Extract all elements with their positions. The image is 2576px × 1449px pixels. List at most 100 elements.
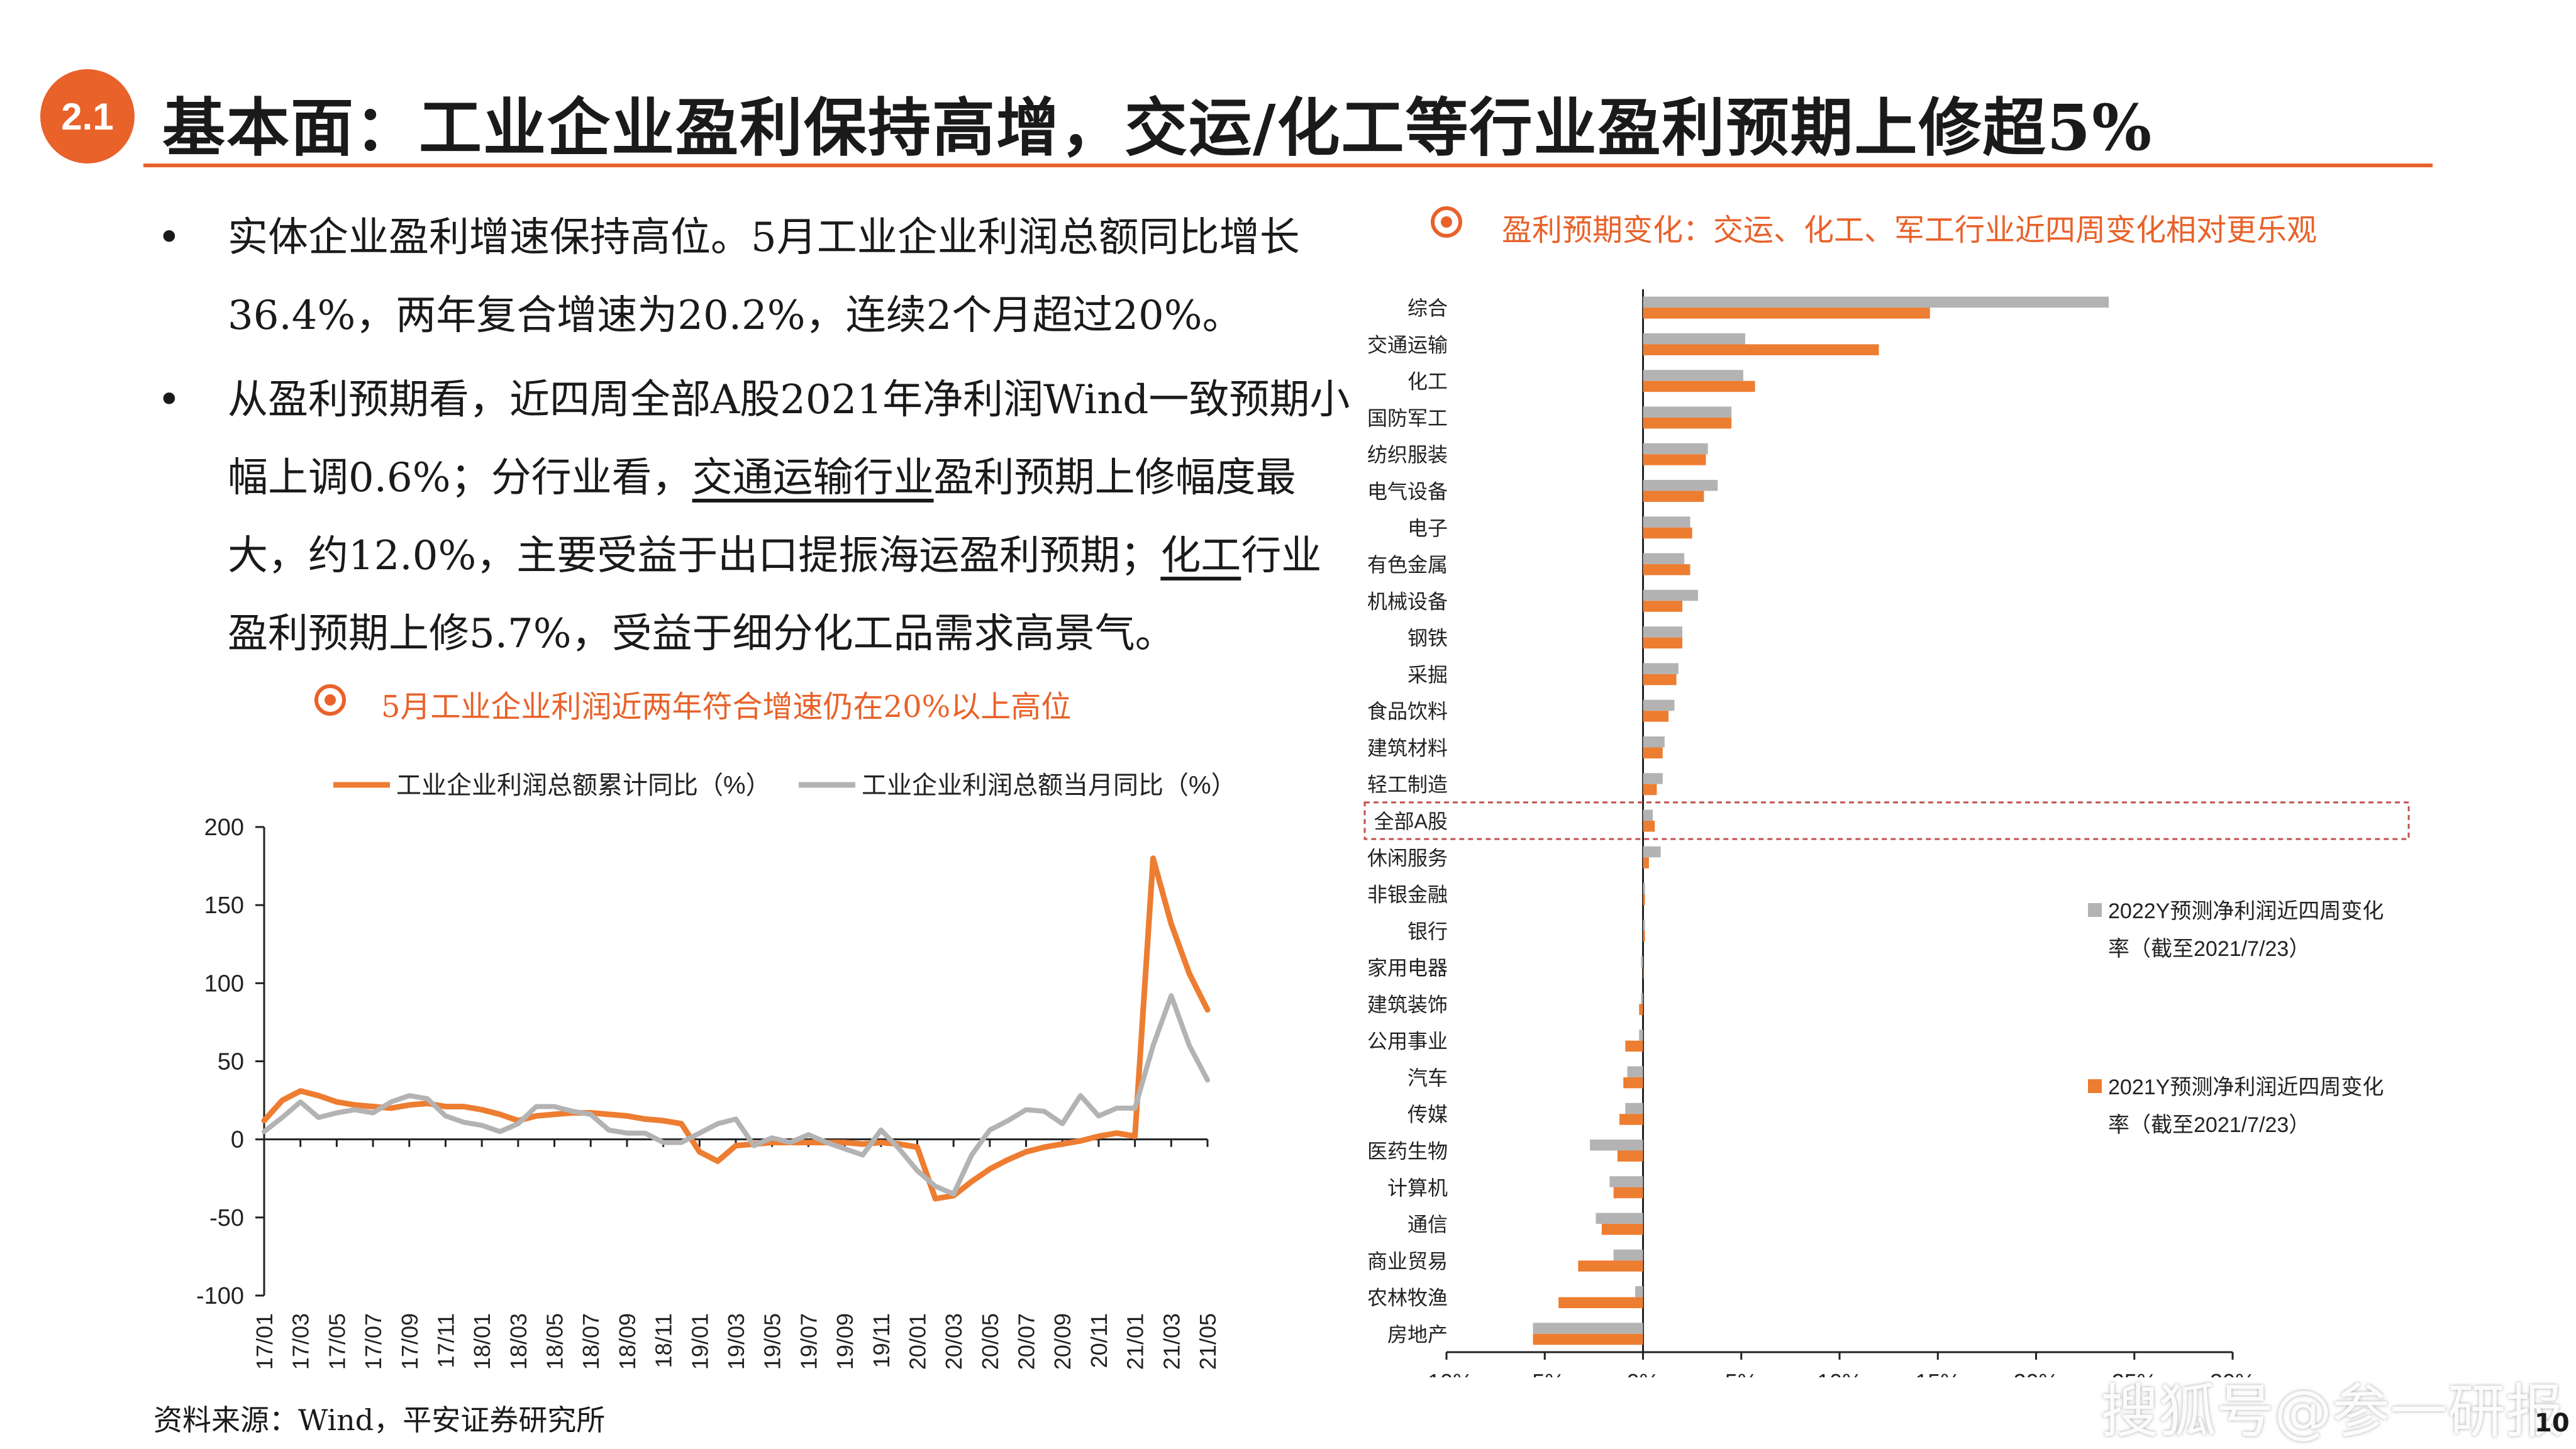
x-tick-label: 19/09 — [832, 1313, 858, 1370]
bar-2021y — [1643, 454, 1706, 465]
legend-label-line2: 率（截至2021/7/23） — [2108, 1113, 2310, 1137]
bar-2022y — [1643, 773, 1663, 784]
legend-swatch — [2088, 1079, 2102, 1093]
bar-2021y — [1625, 1040, 1643, 1052]
section-badge: 2.1 — [40, 69, 135, 164]
y-tick-label: 100 — [204, 970, 244, 997]
series-line-2 — [262, 993, 1210, 1197]
category-label: 纺织服装 — [1367, 443, 1448, 466]
bar-2021y — [1623, 1077, 1643, 1089]
category-label: 汽车 — [1407, 1067, 1448, 1089]
category-label: 传媒 — [1407, 1103, 1448, 1126]
bar-2021y — [1613, 1187, 1643, 1199]
bullet-item-1: • 实体企业盈利增速保持高位。5月工业企业利润总额同比增长36.4%，两年复合增… — [157, 199, 1352, 355]
x-tick-label: 19/01 — [687, 1313, 713, 1370]
bar-2021y — [1643, 967, 1644, 979]
category-label: 医药生物 — [1367, 1140, 1448, 1162]
x-tick-label: 17/03 — [288, 1313, 314, 1370]
x-tick-label: 17/07 — [360, 1313, 386, 1370]
bullet-text: 从盈利预期看，近四周全部A股2021年净利润Wind一致预期小幅上调0.6%；分… — [228, 377, 1350, 501]
x-tick-label: 15% — [1915, 1369, 1960, 1377]
bar-2021y — [1558, 1297, 1643, 1309]
highlight-box — [1363, 801, 2410, 840]
source-note: 资料来源：Wind，平安证券研究所 — [153, 1403, 606, 1437]
y-tick-label: 200 — [204, 814, 244, 841]
target-icon — [314, 684, 346, 716]
bar-2022y — [1625, 1102, 1643, 1114]
bar-2021y — [1619, 1114, 1643, 1125]
x-tick-label: -5% — [1524, 1369, 1565, 1377]
x-tick-label: 0% — [1626, 1369, 1659, 1377]
bar-2022y — [1643, 370, 1743, 381]
bar-2022y — [1643, 883, 1645, 894]
bar-2022y — [1641, 992, 1643, 1004]
category-label: 计算机 — [1387, 1177, 1448, 1199]
category-label: 电气设备 — [1367, 480, 1448, 503]
category-label: 轻工制造 — [1367, 774, 1448, 796]
bar-2022y — [1643, 480, 1718, 491]
x-tick-label: 17/09 — [397, 1313, 423, 1370]
left-chart-subtitle: 5月工业企业利润近两年符合增速仍在20%以上高位 — [381, 689, 1072, 724]
category-label: 全部A股 — [1374, 810, 1448, 833]
category-label: 休闲服务 — [1367, 847, 1448, 869]
bar-2021y — [1643, 674, 1677, 686]
category-label: 非银金融 — [1367, 884, 1448, 906]
y-tick-label: 50 — [218, 1049, 244, 1075]
x-tick-label: 21/03 — [1158, 1313, 1184, 1370]
x-tick-label: 20/01 — [904, 1313, 930, 1370]
y-tick-label: -100 — [196, 1283, 244, 1309]
page-title: 基本面：工业企业盈利保持高增，交运/化工等行业盈利预期上修超5% — [162, 91, 2153, 165]
bar-2022y — [1643, 443, 1708, 455]
bullet-list: • 实体企业盈利增速保持高位。5月工业企业利润总额同比增长36.4%，两年复合增… — [157, 199, 1352, 679]
legend-label: 工业企业利润总额当月同比（%） — [862, 772, 1236, 799]
watermark: 搜狐号@参一研报 — [2101, 1378, 2564, 1445]
category-label: 食品饮料 — [1367, 700, 1448, 723]
y-tick-label: -50 — [209, 1205, 244, 1231]
bar-2021y — [1643, 784, 1657, 796]
bar-2022y — [1643, 663, 1679, 674]
bullet-dot: • — [157, 214, 181, 261]
x-tick-label: 18/09 — [614, 1313, 640, 1370]
x-tick-label: 18/05 — [542, 1313, 568, 1370]
bar-2021y — [1643, 894, 1645, 906]
x-tick-label: 30% — [2210, 1369, 2255, 1377]
category-label: 建筑材料 — [1367, 736, 1448, 759]
x-tick-label: 20% — [2013, 1369, 2058, 1377]
series-line-1 — [261, 855, 1211, 1202]
bullet-dot: • — [157, 377, 181, 423]
bullet-text: 行业盈利预期上修5.7%，受益于细分化工品需求高景气。 — [228, 533, 1322, 657]
bar-2021y — [1643, 637, 1682, 649]
right-chart-subtitle: 盈利预期变化：交运、化工、军工行业近四周变化相对更乐观 — [1502, 213, 2318, 248]
x-tick-label: 18/03 — [506, 1313, 531, 1370]
bar-2022y — [1639, 1030, 1643, 1041]
x-tick-label: 19/05 — [760, 1313, 786, 1370]
bar-2022y — [1643, 589, 1698, 601]
x-tick-label: 21/05 — [1195, 1313, 1221, 1370]
bar-2021y — [1643, 380, 1755, 392]
bar-2021y — [1643, 417, 1732, 429]
x-tick-label: 19/11 — [869, 1313, 894, 1368]
bar-2022y — [1643, 809, 1653, 821]
x-tick-label: 20/11 — [1086, 1313, 1112, 1368]
bar-2021y — [1639, 1004, 1643, 1015]
bullet-item-2: • 从盈利预期看，近四周全部A股2021年净利润Wind一致预期小幅上调0.6%… — [157, 361, 1352, 673]
target-icon — [1431, 206, 1462, 238]
title-divider — [143, 164, 2433, 167]
bar-2021y — [1643, 527, 1692, 539]
category-label: 交通运输 — [1367, 333, 1448, 356]
category-label: 商业贸易 — [1367, 1250, 1448, 1272]
underlined-text: 交通运输行业 — [692, 455, 934, 501]
x-tick-label: 17/11 — [433, 1313, 458, 1368]
category-label: 公用事业 — [1367, 1030, 1448, 1053]
category-label: 银行 — [1407, 920, 1448, 943]
category-label: 电子 — [1407, 517, 1448, 540]
bar-2022y — [1643, 736, 1665, 748]
y-tick-label: 150 — [204, 892, 244, 919]
bar-2022y — [1643, 406, 1732, 418]
x-tick-label: 20/03 — [941, 1313, 967, 1370]
category-label: 建筑装饰 — [1367, 993, 1448, 1016]
bar-2021y — [1643, 857, 1649, 869]
bar-2021y — [1578, 1260, 1643, 1272]
bar-2022y — [1590, 1140, 1643, 1151]
x-tick-label: 17/01 — [252, 1313, 277, 1370]
